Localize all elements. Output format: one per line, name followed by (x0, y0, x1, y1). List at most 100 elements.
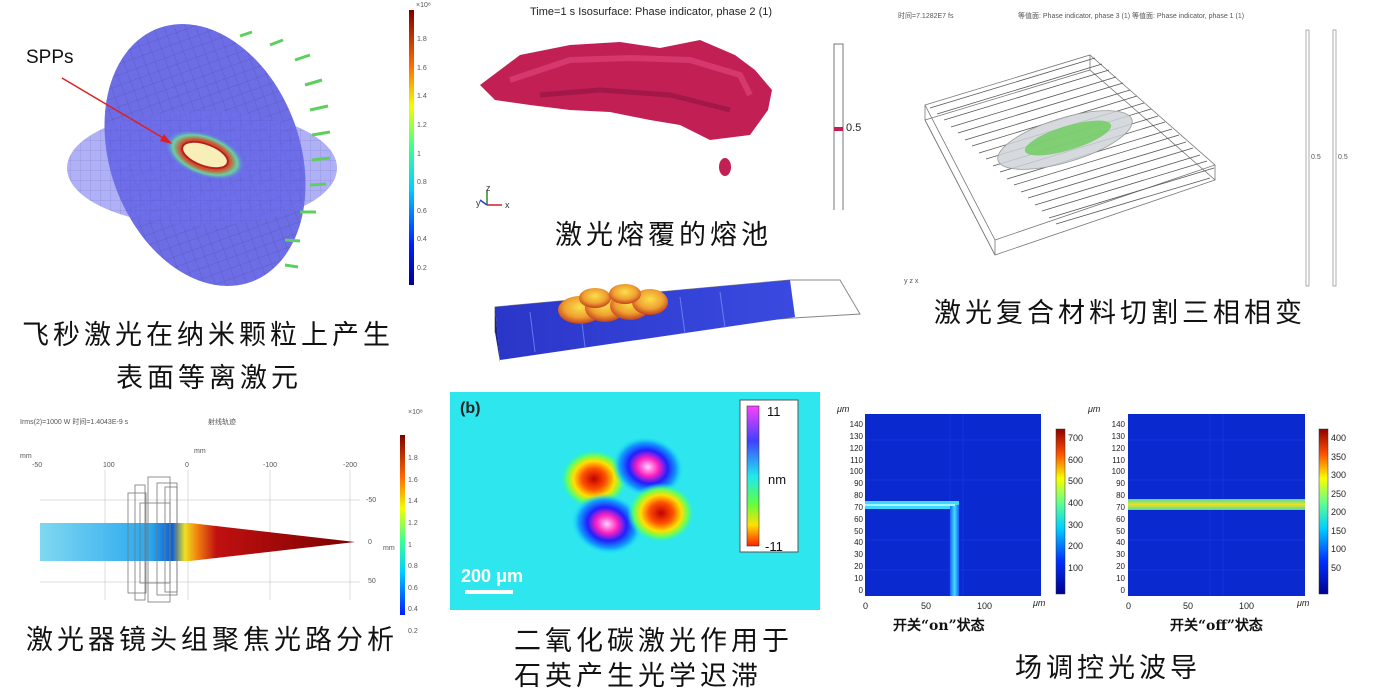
colorbar-tick: 0.2 (408, 628, 418, 635)
colorbar-tick: 100 (1331, 544, 1347, 555)
y-tick: 10 (1116, 573, 1125, 583)
colorbar-tick: 1.2 (408, 519, 418, 527)
left-colorbar (1055, 428, 1066, 595)
scalebar (465, 590, 513, 594)
composite-colorbar-1 (1305, 29, 1310, 287)
composite-isosurface-header: 等值面: Phase indicator, phase 3 (1) 等值面: P… (1018, 13, 1245, 20)
y-tick: 40 (854, 538, 863, 548)
right-x-tick: 50 (1183, 601, 1194, 611)
y-tick: 20 (1116, 562, 1125, 572)
left-colorbar-ticks: 700 600 500 400 300 200 100 (1068, 433, 1083, 573)
svg-text:y z x: y z x (904, 278, 919, 285)
colorbar-tick: 50 (1331, 562, 1342, 573)
waveguide-caption: 场调控光波导 (1015, 653, 1201, 684)
lens-top-tick: -200 (343, 462, 358, 469)
melt-pool-colorbar-value: 0.5 (846, 122, 862, 134)
nm-colorbar-max: 11 (767, 404, 781, 419)
spp-caption-line1: 飞秒激光在纳米颗粒上产生 (22, 320, 394, 351)
y-tick: 120 (849, 443, 863, 453)
colorbar-tick: 300 (1068, 519, 1084, 530)
composite-layers-image: y z x (904, 29, 1337, 287)
colorbar-tick: 0.4 (417, 236, 427, 244)
y-tick: 20 (854, 562, 863, 572)
lens-unit-right: mm (383, 545, 395, 552)
colorbar-tick: 200 (1331, 507, 1347, 518)
right-colorbar (1318, 428, 1329, 595)
colorbar-tick: 350 (1331, 451, 1347, 462)
spp-simulation-image: SPPs (26, 10, 414, 286)
melt-pool-panel: Time=1 s Isosurface: Phase indicator, ph… (450, 0, 890, 375)
colorbar-tick: 1.2 (417, 121, 427, 129)
colorbar-tick: 1.8 (408, 455, 418, 462)
waveguide-panel: μm 140 130 120 110 100 90 80 70 60 50 40… (825, 400, 1382, 693)
y-tick: 0 (1120, 585, 1125, 595)
y-tick: 130 (849, 431, 863, 441)
y-tick: 70 (1116, 502, 1125, 512)
y-tick: 130 (1111, 431, 1125, 441)
colorbar-tick: 0.8 (408, 563, 418, 571)
scalebar-label: 200 μm (461, 566, 524, 586)
colorbar-tick: 300 (1331, 470, 1347, 481)
y-tick: 90 (854, 479, 863, 489)
composite-panel: 时间=7.1282E7 fs 等值面: Phase indicator, pha… (890, 0, 1382, 330)
left-y-unit: μm (837, 404, 850, 414)
y-tick: 120 (1111, 443, 1125, 453)
colorbar-tick: 400 (1331, 433, 1347, 443)
y-tick: 100 (1111, 467, 1125, 477)
colorbar-tick: 600 (1068, 454, 1084, 465)
colorbar-tick: 0.8 (417, 179, 427, 187)
spp-colorbar-ticks: 1.8 1.6 1.4 1.2 1 0.8 0.6 0.4 0.2 (417, 36, 427, 272)
y-tick: 10 (854, 573, 863, 583)
lens-right-tick: 50 (368, 578, 376, 585)
axis-x-label: x (505, 200, 510, 210)
spp-caption-line2: 表面等离激元 (116, 363, 302, 394)
panel-label-b: (b) (460, 400, 481, 417)
melt-pool-isosurface-image (479, 40, 844, 210)
colorbar-tick: 1.6 (417, 64, 427, 72)
composite-bar2-value: 0.5 (1338, 154, 1348, 161)
colorbar-tick: 150 (1331, 525, 1347, 536)
lens-caption: 激光器镜头组聚焦光路分析 (26, 625, 398, 656)
y-tick: 60 (854, 514, 863, 524)
cladding-track-image (494, 279, 861, 362)
melt-pool-title: Time=1 s Isosurface: Phase indicator, ph… (530, 6, 773, 18)
lens-right-tick: -50 (366, 497, 377, 504)
lens-top-tick: -50 (32, 462, 43, 469)
switch-off-label: 开关“off”状态 (1170, 618, 1263, 634)
spp-colorbar (409, 10, 414, 285)
axis-z-label: z (486, 183, 491, 193)
y-tick: 70 (854, 502, 863, 512)
melt-pool-caption: 激光熔覆的熔池 (555, 220, 772, 251)
colorbar-tick: 0.6 (417, 207, 427, 215)
right-y-ticks: 140 130 120 110 100 90 80 70 60 50 40 30… (1099, 420, 1125, 595)
y-tick: 30 (1116, 550, 1125, 560)
right-x-unit: μm (1297, 598, 1310, 608)
colorbar-tick: 0.2 (417, 265, 427, 272)
birefringence-caption-line1: 二氧化碳激光作用于 (514, 626, 793, 657)
y-tick: 30 (854, 550, 863, 560)
spp-colorbar-exponent: ×10⁸ (416, 2, 431, 9)
colorbar-tick: 1 (417, 150, 421, 158)
colorbar-tick: 250 (1331, 488, 1347, 499)
y-tick: 0 (858, 585, 863, 595)
nm-colorbar-unit: nm (768, 472, 787, 487)
lens-header-center: 射线轨迹 (208, 419, 236, 426)
colorbar-tick: 1 (408, 541, 412, 549)
spp-annotation: SPPs (26, 47, 74, 68)
left-x-tick: 50 (921, 601, 932, 611)
y-tick: 40 (1116, 538, 1125, 548)
lens-top-tick: 0 (185, 462, 189, 469)
composite-caption: 激光复合材料切割三相相变 (934, 298, 1306, 329)
lens-colorbar (400, 435, 405, 615)
colorbar-tick: 1.6 (408, 476, 418, 484)
nm-colorbar-min: -11 (765, 539, 783, 554)
y-tick: 90 (1116, 479, 1125, 489)
composite-bar1-value: 0.5 (1311, 154, 1321, 161)
lens-unit-top: mm (194, 448, 206, 455)
right-x-tick: 100 (1239, 601, 1255, 611)
birefringence-map (450, 392, 820, 610)
colorbar-tick: 500 (1068, 476, 1084, 487)
composite-time-header: 时间=7.1282E7 fs (898, 13, 954, 20)
left-y-ticks: 140 130 120 110 100 90 80 70 60 50 40 30… (839, 420, 863, 595)
birefringence-panel: (b) 11 nm -11 200 μm 二氧化碳激光作用于 石英产生光学迟滞 (450, 392, 820, 692)
